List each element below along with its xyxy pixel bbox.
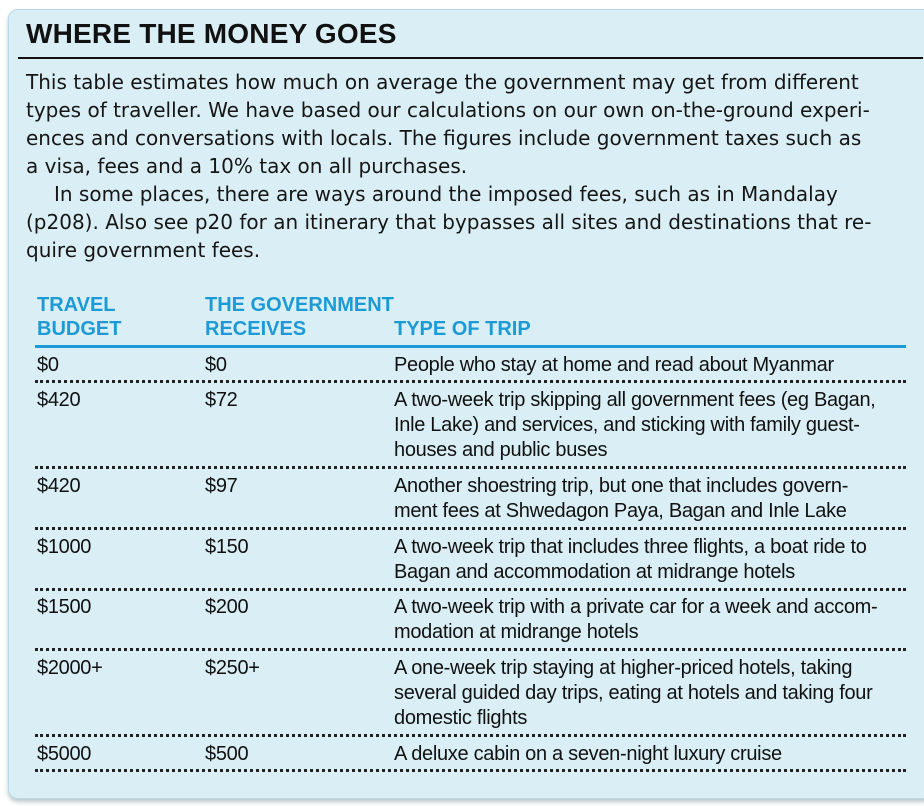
- row-divider: [35, 380, 906, 383]
- header-type-of-trip: TYPE OF TRIP: [394, 318, 531, 340]
- trip-line: A two-week trip that includes three flig…: [394, 536, 867, 558]
- cell-government: $200: [205, 596, 249, 618]
- cell-government: $500: [205, 743, 249, 765]
- cell-trip-type: A two-week trip with a private car for a…: [394, 595, 878, 645]
- intro-line: (p208). Also see p20 for an itinerary th…: [26, 210, 872, 234]
- cell-government: $72: [205, 389, 238, 411]
- cell-budget: $420: [37, 389, 81, 411]
- row-divider: [35, 734, 906, 737]
- intro-line: In some places, there are ways around th…: [54, 182, 838, 206]
- cell-budget: $1000: [37, 536, 92, 558]
- row-divider: [35, 769, 906, 772]
- intro-text: This table estimates how much on average…: [26, 68, 906, 264]
- header-government-receives: THE GOVERNMENT RECEIVES: [205, 293, 394, 341]
- intro-line: quire government fees.: [26, 238, 261, 262]
- cell-government: $250+: [205, 657, 260, 679]
- cell-budget: $2000+: [37, 657, 103, 679]
- cell-trip-type: Another shoestring trip, but one that in…: [394, 474, 848, 524]
- cell-government: $0: [205, 354, 227, 376]
- cell-government: $97: [205, 475, 238, 497]
- trip-line: A deluxe cabin on a seven-night luxury c…: [394, 743, 782, 765]
- row-divider: [35, 466, 906, 469]
- row-divider: [35, 588, 906, 591]
- trip-line: ment fees at Shwedagon Paya, Bagan and I…: [394, 500, 847, 522]
- cell-budget: $5000: [37, 743, 92, 765]
- trip-line: Bagan and accommodation at midrange hote…: [394, 561, 795, 583]
- trip-line: Inle Lake) and services, and sticking wi…: [394, 414, 860, 436]
- cell-budget: $420: [37, 475, 81, 497]
- cell-budget: $0: [37, 354, 59, 376]
- intro-line: This table estimates how much on average…: [26, 70, 859, 94]
- header-line: TRAVEL: [37, 294, 116, 316]
- box-title: WHERE THE MONEY GOES: [26, 18, 397, 49]
- header-line: BUDGET: [37, 318, 122, 340]
- row-divider: [35, 527, 906, 530]
- header-rule: [35, 345, 906, 348]
- trip-line: houses and public buses: [394, 439, 608, 461]
- info-box: [8, 9, 924, 799]
- trip-line: several guided day trips, eating at hote…: [394, 682, 873, 704]
- trip-line: Another shoestring trip, but one that in…: [394, 475, 849, 497]
- cell-trip-type: A two-week trip that includes three flig…: [394, 535, 867, 585]
- trip-line: modation at midrange hotels: [394, 621, 639, 643]
- cell-trip-type: A two-week trip skipping all government …: [394, 388, 876, 463]
- intro-line: a visa, fees and a 10% tax on all purcha…: [26, 154, 468, 178]
- trip-line: A two-week trip skipping all government …: [394, 389, 876, 411]
- cell-trip-type: People who stay at home and read about M…: [394, 353, 834, 378]
- intro-line: types of traveller. We have based our ca…: [26, 98, 870, 122]
- trip-line: A one-week trip staying at higher-priced…: [394, 657, 853, 679]
- header-travel-budget: TRAVEL BUDGET: [37, 293, 121, 341]
- cell-trip-type: A deluxe cabin on a seven-night luxury c…: [394, 742, 782, 767]
- trip-line: domestic flights: [394, 707, 528, 729]
- trip-line: People who stay at home and read about M…: [394, 354, 834, 376]
- title-rule: [18, 57, 923, 59]
- cell-government: $150: [205, 536, 249, 558]
- row-divider: [35, 648, 906, 651]
- header-line: RECEIVES: [205, 318, 307, 340]
- intro-line: ences and conversations with locals. The…: [26, 126, 862, 150]
- trip-line: A two-week trip with a private car for a…: [394, 596, 878, 618]
- header-line: THE GOVERNMENT: [205, 294, 394, 316]
- cell-budget: $1500: [37, 596, 92, 618]
- cell-trip-type: A one-week trip staying at higher-priced…: [394, 656, 873, 731]
